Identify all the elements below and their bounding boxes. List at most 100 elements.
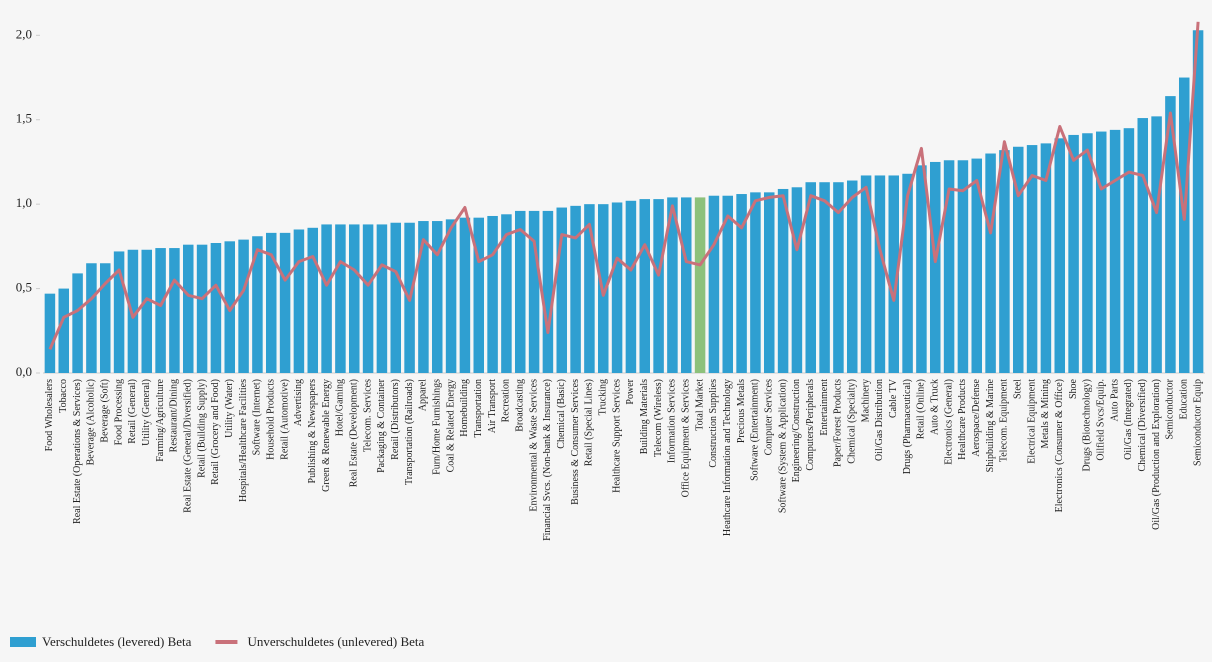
- x-tick-label: Food Wholesalers: [44, 379, 55, 451]
- bar: [736, 194, 747, 373]
- x-tick-label: Transportation: [473, 379, 484, 438]
- x-tick-label: Engineering/Construction: [791, 379, 802, 482]
- bar: [791, 187, 803, 373]
- bar: [846, 180, 858, 373]
- x-tick-label: Semiconductor: [1165, 378, 1176, 439]
- bar: [348, 224, 360, 373]
- x-tick-label: Air Transport: [487, 379, 498, 433]
- bar: [1068, 134, 1079, 373]
- x-tick-label: Hospitals/Healthcare Facilities: [238, 379, 249, 502]
- bar: [141, 249, 153, 373]
- y-tick-label: 1,0: [16, 195, 32, 210]
- x-tick-label: Furn/Home Furnishings: [432, 379, 443, 475]
- x-tick-label: Semiconductor Equip: [1192, 379, 1203, 466]
- bar: [611, 202, 623, 373]
- bar: [971, 158, 983, 373]
- x-tick-label: Recreation: [501, 379, 512, 422]
- bar: [1137, 118, 1149, 373]
- bar: [196, 244, 208, 373]
- x-tick-label: Paper/Forest Products: [833, 379, 844, 467]
- x-tick-label: Farming/Agriculture: [155, 378, 166, 461]
- x-tick-label: Beverage (Alcoholic): [86, 379, 97, 465]
- x-tick-label: Household Products: [266, 379, 277, 460]
- bar: [86, 263, 97, 373]
- bar: [985, 153, 996, 373]
- bar: [127, 249, 139, 373]
- bar: [943, 160, 955, 373]
- x-tick-label: Retail (Special Lines): [584, 379, 595, 466]
- line: [48, 21, 1200, 350]
- bar: [805, 182, 817, 373]
- bar: [777, 188, 789, 373]
- bar: [224, 241, 236, 373]
- x-tick-label: Oil/Gas (Production and Exploration): [1151, 379, 1162, 530]
- x-tick-label: Education: [1179, 379, 1190, 420]
- bar: [182, 244, 194, 373]
- bar: [321, 224, 332, 373]
- bar: [680, 197, 692, 373]
- bar: [445, 219, 457, 373]
- bar: [1178, 77, 1190, 373]
- x-tick-label: Apparel: [418, 379, 429, 411]
- bar: [1165, 96, 1176, 373]
- bar: [376, 224, 388, 373]
- x-tick-label: Oil/Gas (Integrated): [1123, 379, 1134, 460]
- legend-swatch: [10, 637, 36, 647]
- x-tick-label: Transportation (Railroads): [404, 379, 415, 485]
- bar: [653, 199, 664, 373]
- x-tick-label: Retail (Building Supply): [196, 379, 207, 478]
- bar: [1109, 129, 1121, 373]
- x-tick-label: Metals & Mining: [1040, 379, 1051, 448]
- x-tick-label: Broadcasting: [515, 379, 526, 432]
- x-tick-label: Green & Renewable Energy: [321, 379, 332, 492]
- bar: [763, 192, 775, 373]
- y-tick-label: 0,5: [16, 280, 32, 295]
- x-tick-label: Chemical (Specialty): [847, 379, 858, 464]
- x-tick-label: Tobacco: [58, 379, 69, 413]
- bar: [293, 229, 305, 373]
- legend-label: Verschuldetes (levered) Beta: [42, 634, 192, 649]
- x-tick-label: Utility (Water): [224, 379, 235, 438]
- x-tick-label: Homebuilding: [459, 379, 470, 437]
- bar: [155, 248, 166, 373]
- x-tick-label: Trucking: [598, 379, 609, 415]
- x-tick-label: Office Equipment & Services: [681, 379, 692, 498]
- x-tick-label: Auto Parts: [1109, 379, 1120, 422]
- x-tick-label: Electrical Equipment: [1026, 379, 1037, 464]
- x-tick-label: Retail (General): [127, 379, 138, 444]
- bar: [1040, 143, 1052, 373]
- bar: [570, 205, 581, 373]
- x-tick-label: Hotel/Gaming: [335, 379, 346, 436]
- x-tick-label: Chemical (Diversified): [1137, 379, 1148, 471]
- x-tick-label: Software (Entertainment): [750, 379, 761, 481]
- bar: [252, 236, 263, 373]
- bar: [473, 217, 485, 373]
- bar: [113, 251, 125, 373]
- x-tick-label: Computers/Peripherals: [805, 379, 816, 471]
- x-tick-label: Cable TV: [888, 378, 899, 418]
- x-tick-label: Electronics (General): [943, 379, 954, 465]
- bar: [501, 214, 512, 373]
- bar: [487, 215, 498, 373]
- bar: [362, 224, 374, 373]
- bar: [1095, 131, 1107, 373]
- bar: [542, 210, 554, 373]
- bar: [514, 210, 526, 373]
- x-tick-label: Environmental & Waste Services: [528, 379, 539, 512]
- x-tick-label: Drugs (Biotechnology): [1082, 379, 1093, 472]
- bar: [957, 160, 969, 373]
- bar: [1192, 30, 1204, 373]
- x-tick-label: Heathcare Information and Technology: [722, 379, 733, 536]
- x-tick-label: Retail (Online): [916, 379, 927, 439]
- x-tick-label: Financial Svcs. (Non-bank & Insurance): [542, 379, 553, 541]
- x-tick-label: Retail (Grocery and Food): [210, 379, 221, 485]
- bar: [667, 197, 678, 373]
- bar: [999, 150, 1010, 373]
- bar: [916, 165, 927, 373]
- x-tick-label: Real Estate (Operations & Services): [72, 379, 83, 524]
- bar: [625, 200, 637, 373]
- bar: [1026, 145, 1038, 373]
- x-tick-label: Drugs (Pharmaceutical): [902, 379, 913, 474]
- bar: [459, 217, 471, 373]
- x-tick-label: Telecom. Equipment: [999, 379, 1010, 462]
